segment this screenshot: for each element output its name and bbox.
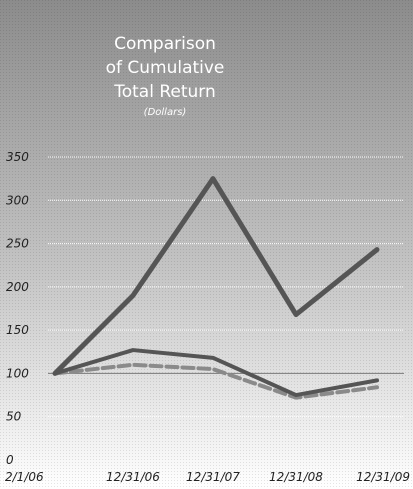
x-tick-label-3: 12/31/07 xyxy=(186,470,240,484)
y-tick-label-200: 200 xyxy=(6,280,29,294)
x-tick-label-2: 12/31/06 xyxy=(106,470,160,484)
y-tick-label-250: 250 xyxy=(6,237,29,251)
y-tick-label-50: 50 xyxy=(6,410,22,424)
x-tick-label-4: 12/31/08 xyxy=(269,470,323,484)
data-series xyxy=(52,176,380,400)
y-tick-label-350: 350 xyxy=(6,150,29,164)
x-tick-label-5: 12/31/09 xyxy=(356,470,410,484)
x-axis-ticks: 2/1/06 12/31/06 12/31/07 12/31/08 12/31/09 xyxy=(5,470,410,484)
chart-title: Comparison of Cumulative Total Return (D… xyxy=(106,34,225,118)
title-line-2: of Cumulative xyxy=(106,58,225,78)
title-line-3: Total Return xyxy=(113,82,216,102)
chart-subtitle: (Dollars) xyxy=(144,107,187,118)
title-line-1: Comparison xyxy=(114,34,216,54)
y-tick-label-300: 300 xyxy=(6,193,29,207)
y-tick-label-100: 100 xyxy=(6,366,29,380)
y-tick-label-0: 0 xyxy=(6,453,14,467)
y-axis-ticks: 0 50 100 150 200 250 300 350 xyxy=(6,150,29,467)
y-tick-label-150: 150 xyxy=(6,323,29,337)
x-tick-label-1: 2/1/06 xyxy=(5,470,44,484)
